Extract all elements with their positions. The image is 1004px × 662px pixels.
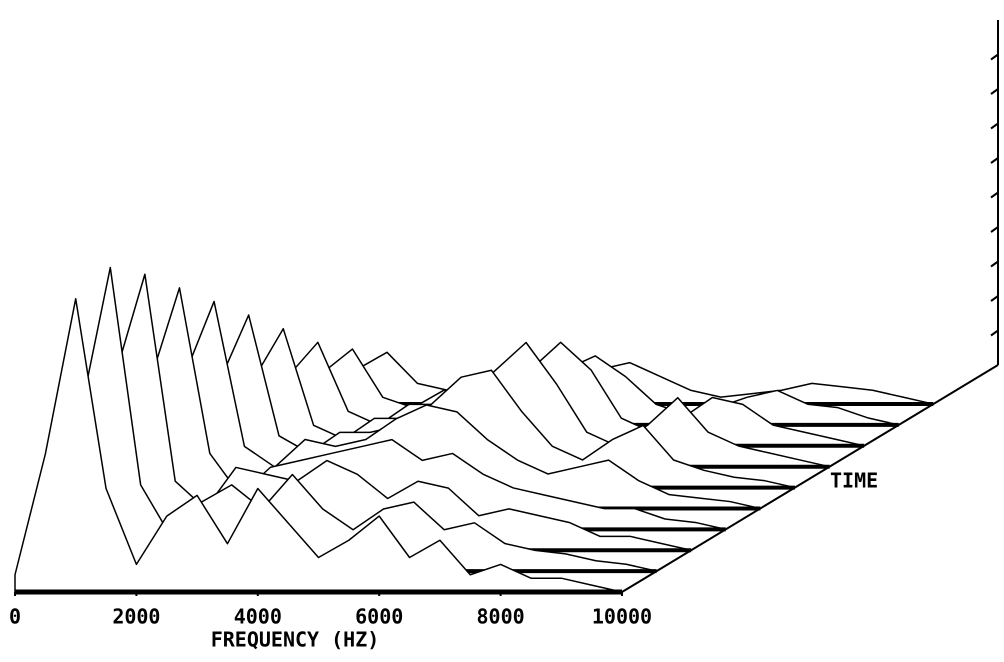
x-axis-label: FREQUENCY (HZ) bbox=[211, 628, 380, 652]
amplitude-tick bbox=[991, 296, 998, 301]
amplitude-tick bbox=[991, 158, 998, 163]
x-tick-label: 4000 bbox=[234, 605, 282, 629]
x-tick-label: 2000 bbox=[112, 605, 160, 629]
amplitude-tick bbox=[991, 227, 998, 232]
amplitude-tick bbox=[991, 262, 998, 267]
amplitude-tick bbox=[991, 89, 998, 94]
amplitude-tick bbox=[991, 331, 998, 336]
chart: FREQUENCY (HZ) TIME 0 2000 4000 6000 8000 100… bbox=[0, 0, 1004, 662]
time-axis-label: TIME bbox=[830, 469, 878, 493]
amplitude-tick bbox=[991, 193, 998, 198]
x-tick-label: 6000 bbox=[355, 605, 403, 629]
amplitude-tick bbox=[991, 55, 998, 60]
x-tick-label: 10000 bbox=[592, 605, 652, 629]
x-tick-label: 0 bbox=[9, 605, 21, 629]
amplitude-tick bbox=[991, 124, 998, 129]
x-tick-label: 8000 bbox=[477, 605, 525, 629]
